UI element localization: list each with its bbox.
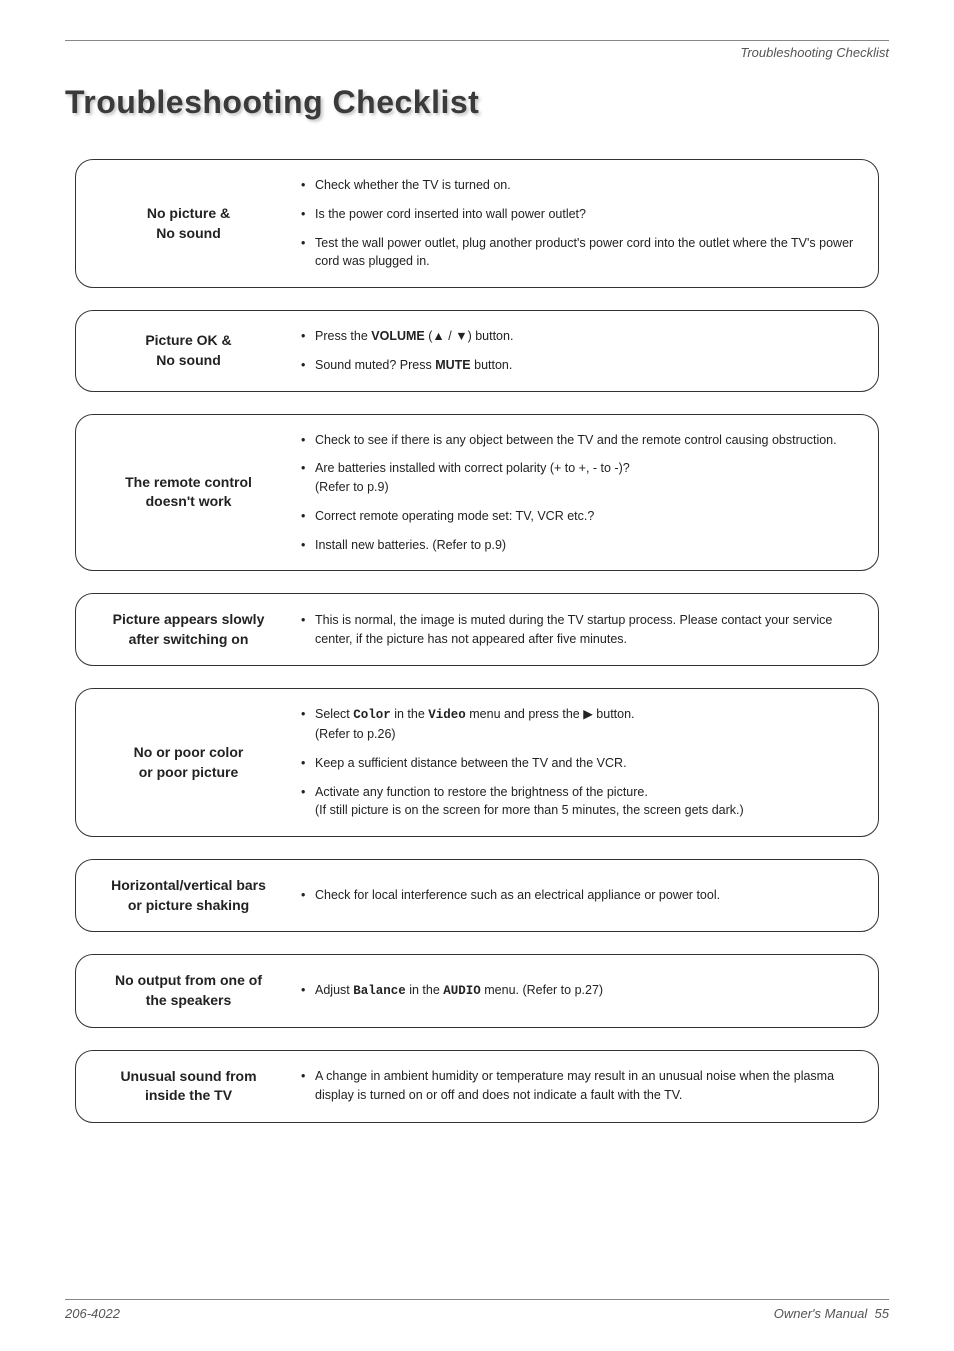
- list-item: A change in ambient humidity or temperat…: [301, 1067, 856, 1105]
- page-container: Troubleshooting Checklist Troubleshootin…: [0, 0, 954, 1175]
- box-label-line2: inside the TV: [90, 1086, 287, 1106]
- box-inner: Picture appears slowlyafter switching on…: [75, 593, 879, 666]
- item-list: A change in ambient humidity or temperat…: [301, 1067, 856, 1105]
- box-label-line2: the speakers: [90, 991, 287, 1011]
- box-label: No output from one ofthe speakers: [76, 971, 301, 1010]
- list-item: Select Color in the Video menu and press…: [301, 705, 856, 744]
- header-rule: [65, 40, 889, 41]
- list-item: Adjust Balance in the AUDIO menu. (Refer…: [301, 981, 856, 1001]
- list-item: Check whether the TV is turned on.: [301, 176, 856, 195]
- box-label-line2: after switching on: [90, 630, 287, 650]
- list-item: Check to see if there is any object betw…: [301, 431, 856, 450]
- box-label-line1: No or poor color: [90, 743, 287, 763]
- box-inner: Picture OK &No soundPress the VOLUME (▲ …: [75, 310, 879, 392]
- footer-page-number: 55: [875, 1306, 889, 1321]
- footer-row: 206-4022 Owner's Manual 55: [65, 1306, 889, 1321]
- page-title: Troubleshooting Checklist: [65, 84, 889, 121]
- list-item: Check for local interference such as an …: [301, 886, 856, 905]
- box-label-line2: doesn't work: [90, 492, 287, 512]
- troubleshoot-box: The remote controldoesn't work Check to s…: [65, 414, 889, 572]
- box-label-line2: No sound: [90, 351, 287, 371]
- troubleshoot-box: No or poor coloror poor pictureSelect Co…: [65, 688, 889, 837]
- item-list: Adjust Balance in the AUDIO menu. (Refer…: [301, 981, 856, 1001]
- box-label-line2: or picture shaking: [90, 896, 287, 916]
- item-list: Select Color in the Video menu and press…: [301, 705, 856, 820]
- footer-doc-label: Owner's Manual: [774, 1306, 868, 1321]
- box-content: Press the VOLUME (▲ / ▼) button. Sound mu…: [301, 327, 856, 375]
- item-list: Press the VOLUME (▲ / ▼) button. Sound mu…: [301, 327, 856, 375]
- box-content: Check whether the TV is turned on. Is the…: [301, 176, 856, 271]
- box-label-line1: Picture OK &: [90, 331, 287, 351]
- box-content: Check to see if there is any object betw…: [301, 431, 856, 555]
- box-content: Adjust Balance in the AUDIO menu. (Refer…: [301, 981, 856, 1001]
- troubleshoot-box: No output from one ofthe speakersAdjust …: [65, 954, 889, 1027]
- box-content: This is normal, the image is muted durin…: [301, 611, 856, 649]
- list-item: Test the wall power outlet, plug another…: [301, 234, 856, 272]
- footer-rule: [65, 1299, 889, 1300]
- box-label-line1: Unusual sound from: [90, 1067, 287, 1087]
- list-item: Sound muted? Press MUTE button.: [301, 356, 856, 375]
- footer-right: Owner's Manual 55: [774, 1306, 889, 1321]
- footer-left: 206-4022: [65, 1306, 120, 1321]
- troubleshoot-box: Unusual sound frominside the TVA change …: [65, 1050, 889, 1123]
- box-label: Picture OK &No sound: [76, 331, 301, 370]
- item-list: This is normal, the image is muted durin…: [301, 611, 856, 649]
- box-inner: No or poor coloror poor pictureSelect Co…: [75, 688, 879, 837]
- sections-container: No picture &No soundCheck whether the TV…: [65, 159, 889, 1123]
- box-label-line2: or poor picture: [90, 763, 287, 783]
- list-item: Activate any function to restore the bri…: [301, 783, 856, 821]
- box-label-line2: No sound: [90, 224, 287, 244]
- list-item: Press the VOLUME (▲ / ▼) button.: [301, 327, 856, 346]
- box-label: No or poor coloror poor picture: [76, 743, 301, 782]
- footer: 206-4022 Owner's Manual 55: [65, 1299, 889, 1321]
- box-label-line1: Horizontal/vertical bars: [90, 876, 287, 896]
- box-inner: Unusual sound frominside the TVA change …: [75, 1050, 879, 1123]
- troubleshoot-box: Picture OK &No soundPress the VOLUME (▲ …: [65, 310, 889, 392]
- box-label: Horizontal/vertical barsor picture shaki…: [76, 876, 301, 915]
- troubleshoot-box: Horizontal/vertical barsor picture shaki…: [65, 859, 889, 932]
- item-list: Check whether the TV is turned on. Is the…: [301, 176, 856, 271]
- troubleshoot-box: No picture &No soundCheck whether the TV…: [65, 159, 889, 288]
- list-item: Keep a sufficient distance between the T…: [301, 754, 856, 773]
- list-item: Correct remote operating mode set: TV, V…: [301, 507, 856, 526]
- list-item: This is normal, the image is muted durin…: [301, 611, 856, 649]
- box-label: Picture appears slowlyafter switching on: [76, 610, 301, 649]
- box-inner: No picture &No soundCheck whether the TV…: [75, 159, 879, 288]
- box-content: Check for local interference such as an …: [301, 886, 856, 905]
- box-inner: Horizontal/vertical barsor picture shaki…: [75, 859, 879, 932]
- box-label: The remote controldoesn't work: [76, 473, 301, 512]
- box-content: Select Color in the Video menu and press…: [301, 705, 856, 820]
- box-label: Unusual sound frominside the TV: [76, 1067, 301, 1106]
- troubleshoot-box: Picture appears slowlyafter switching on…: [65, 593, 889, 666]
- box-inner: No output from one ofthe speakersAdjust …: [75, 954, 879, 1027]
- list-item: Install new batteries. (Refer to p.9): [301, 536, 856, 555]
- box-label-line1: No output from one of: [90, 971, 287, 991]
- box-content: A change in ambient humidity or temperat…: [301, 1067, 856, 1105]
- running-header: Troubleshooting Checklist: [65, 45, 889, 60]
- box-label-line1: No picture &: [90, 204, 287, 224]
- item-list: Check for local interference such as an …: [301, 886, 856, 905]
- box-label-line1: The remote control: [90, 473, 287, 493]
- box-label: No picture &No sound: [76, 204, 301, 243]
- item-list: Check to see if there is any object betw…: [301, 431, 856, 555]
- box-inner: The remote controldoesn't work Check to s…: [75, 414, 879, 572]
- list-item: Are batteries installed with correct pol…: [301, 459, 856, 497]
- box-label-line1: Picture appears slowly: [90, 610, 287, 630]
- list-item: Is the power cord inserted into wall pow…: [301, 205, 856, 224]
